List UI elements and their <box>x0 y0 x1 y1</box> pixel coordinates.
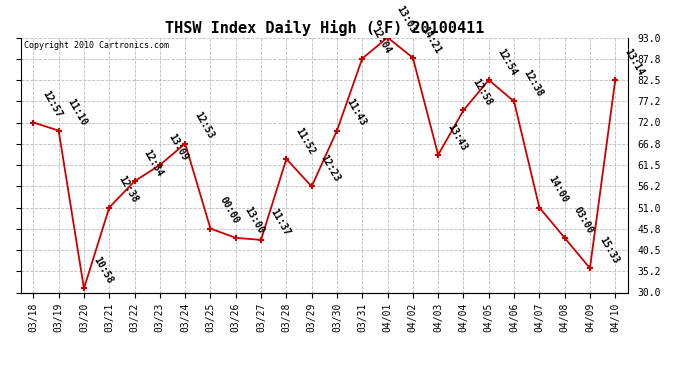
Text: 12:34: 12:34 <box>141 148 165 178</box>
Text: 00:00: 00:00 <box>217 195 241 226</box>
Text: 13:03: 13:03 <box>395 4 418 35</box>
Text: 13:09: 13:09 <box>167 132 190 162</box>
Text: 10:58: 10:58 <box>91 255 115 286</box>
Text: 14:00: 14:00 <box>546 174 570 205</box>
Text: 12:53: 12:53 <box>192 110 215 141</box>
Text: 12:23: 12:23 <box>319 153 342 184</box>
Text: 11:10: 11:10 <box>66 98 89 128</box>
Text: 12:38: 12:38 <box>116 174 139 205</box>
Text: 11:52: 11:52 <box>293 126 317 156</box>
Text: 12:58: 12:58 <box>471 77 494 108</box>
Text: 03:00: 03:00 <box>571 205 595 235</box>
Text: 12:54: 12:54 <box>495 47 519 77</box>
Text: Copyright 2010 Cartronics.com: Copyright 2010 Cartronics.com <box>23 41 169 50</box>
Title: THSW Index Daily High (°F) 20100411: THSW Index Daily High (°F) 20100411 <box>165 20 484 36</box>
Text: 11:37: 11:37 <box>268 207 291 237</box>
Text: 12:38: 12:38 <box>521 68 544 99</box>
Text: 13:14: 13:14 <box>622 47 646 77</box>
Text: 13:00: 13:00 <box>243 205 266 235</box>
Text: 11:43: 11:43 <box>344 98 367 128</box>
Text: 14:21: 14:21 <box>420 24 443 55</box>
Text: 15:33: 15:33 <box>597 235 620 266</box>
Text: 12:57: 12:57 <box>40 89 63 120</box>
Text: 13:43: 13:43 <box>445 122 469 152</box>
Text: 12:04: 12:04 <box>369 26 393 56</box>
